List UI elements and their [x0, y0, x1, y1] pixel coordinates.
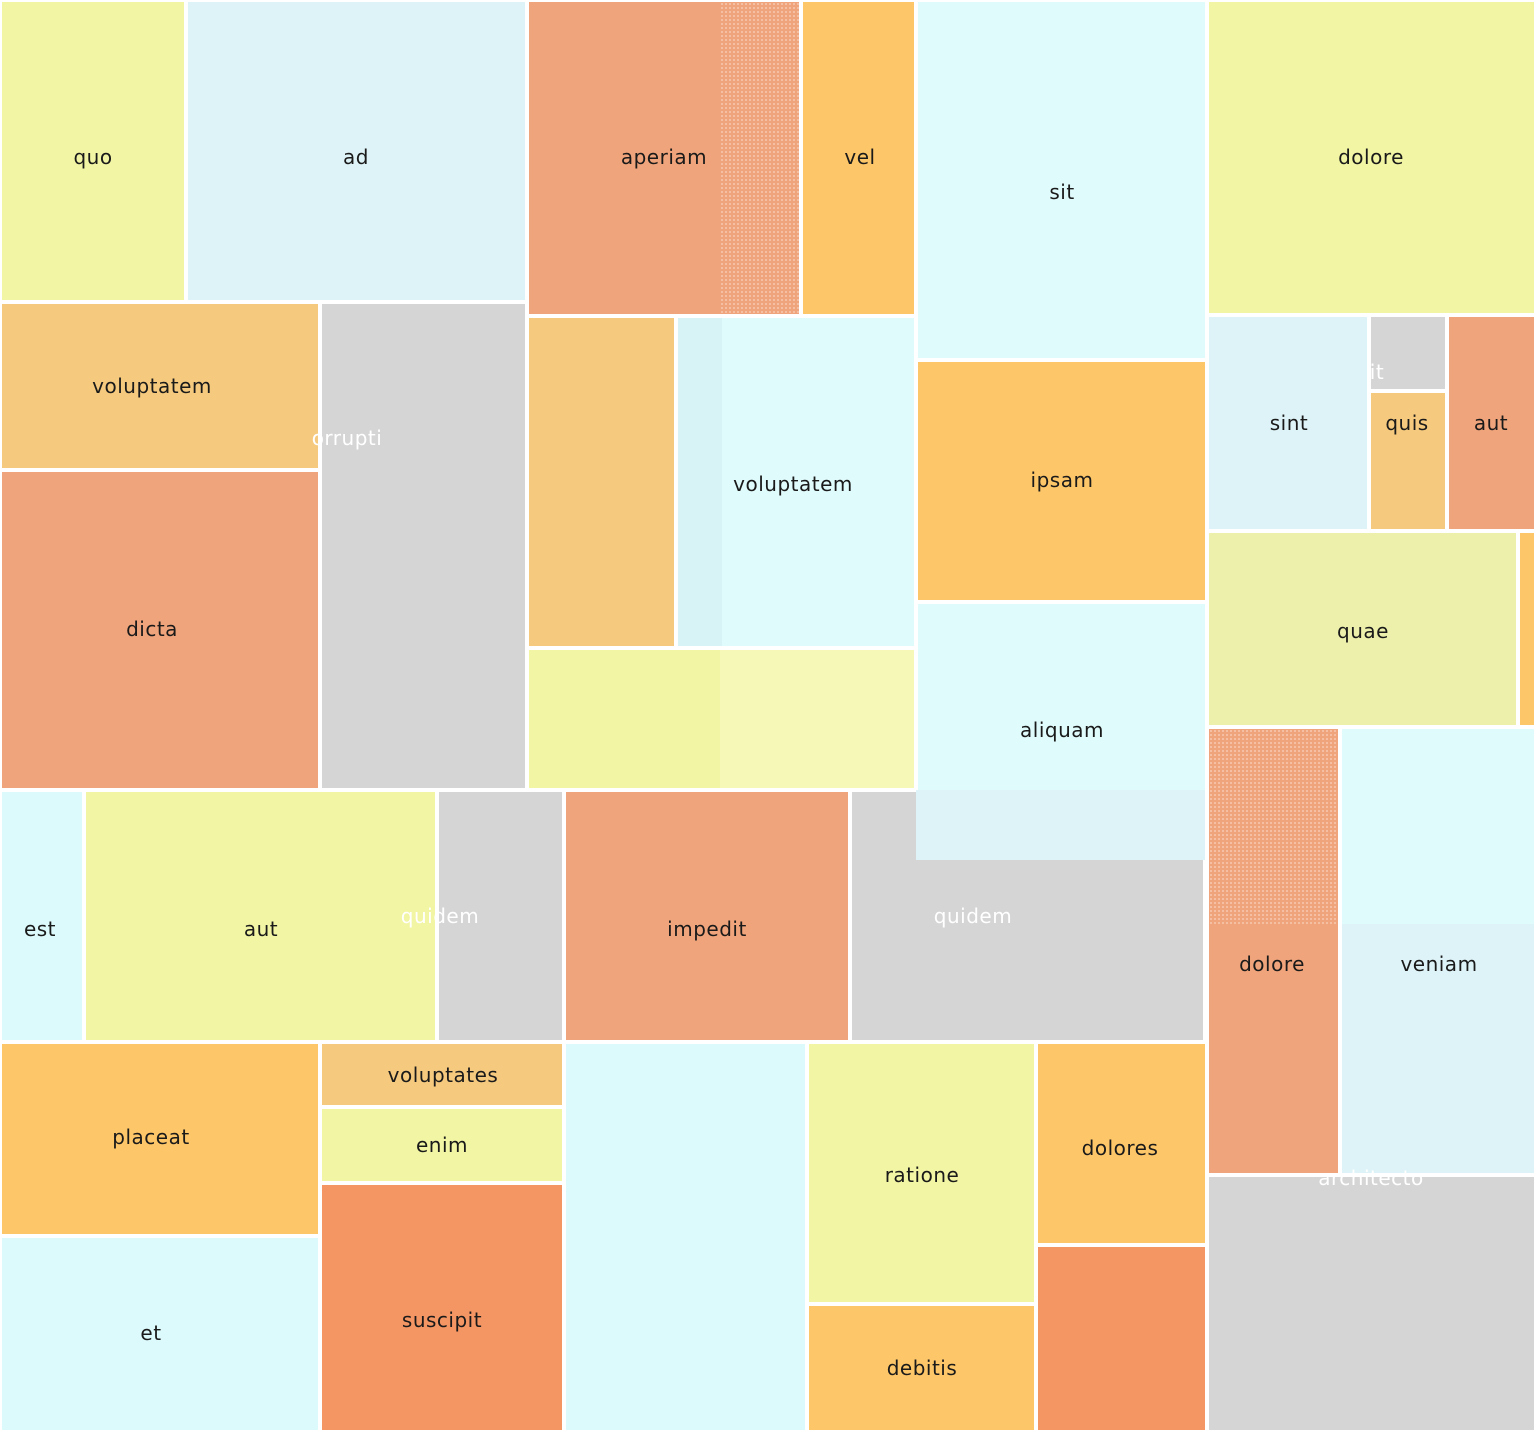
treemap-cell-enim[interactable]: [320, 1107, 564, 1183]
treemap-cell-sit[interactable]: [916, 0, 1207, 360]
treemap-cell-dicta[interactable]: [0, 470, 320, 790]
treemap-cell[interactable]: [564, 1042, 807, 1432]
treemap-cell-vel[interactable]: [801, 0, 916, 316]
treemap-cell[interactable]: [1518, 531, 1536, 727]
treemap-cell-quae[interactable]: [1207, 531, 1518, 727]
treemap-cell[interactable]: [527, 316, 676, 648]
treemap-cell-voluptates[interactable]: [320, 1042, 564, 1107]
treemap-cell-quidem[interactable]: [850, 790, 1205, 1042]
treemap-cell-ad[interactable]: [186, 0, 527, 302]
treemap-cell-ratione[interactable]: [807, 1042, 1036, 1304]
treemap-cell-quo[interactable]: [0, 0, 186, 302]
treemap-cell-veniam[interactable]: [1340, 727, 1536, 1175]
treemap-cell-et[interactable]: [0, 1236, 320, 1432]
treemap-cell-ipsam[interactable]: [916, 360, 1207, 602]
treemap-cell-voluptatem[interactable]: [0, 302, 320, 470]
treemap-cell[interactable]: [527, 648, 916, 790]
treemap-cell-suscipit[interactable]: [320, 1183, 564, 1432]
treemap-cell-corrupti[interactable]: [320, 302, 527, 790]
treemap-cell-quis[interactable]: [1369, 391, 1447, 531]
treemap-cell-debitis[interactable]: [807, 1304, 1036, 1432]
treemap-cell-aperiam[interactable]: [527, 0, 801, 316]
treemap-cell-aut[interactable]: [1447, 315, 1536, 531]
treemap-cell-impedit[interactable]: [564, 790, 850, 1042]
treemap-cell-dolore[interactable]: [1207, 0, 1536, 315]
treemap-cell-dolore[interactable]: [1207, 727, 1340, 1175]
treemap-cell-est[interactable]: [0, 790, 84, 1042]
treemap-cell-aut[interactable]: [84, 790, 437, 1042]
treemap-cell-sint[interactable]: [1207, 315, 1369, 531]
treemap-cell-voluptatem[interactable]: [676, 316, 916, 648]
treemap-cell-placeat[interactable]: [0, 1042, 320, 1236]
treemap-cell-quidem[interactable]: [437, 790, 564, 1042]
treemap-cell[interactable]: [1036, 1245, 1207, 1432]
treemap-cell-dolores[interactable]: [1036, 1042, 1207, 1245]
treemap-cell-it[interactable]: [1369, 315, 1447, 391]
treemap-cell-architecto[interactable]: [1207, 1175, 1536, 1432]
